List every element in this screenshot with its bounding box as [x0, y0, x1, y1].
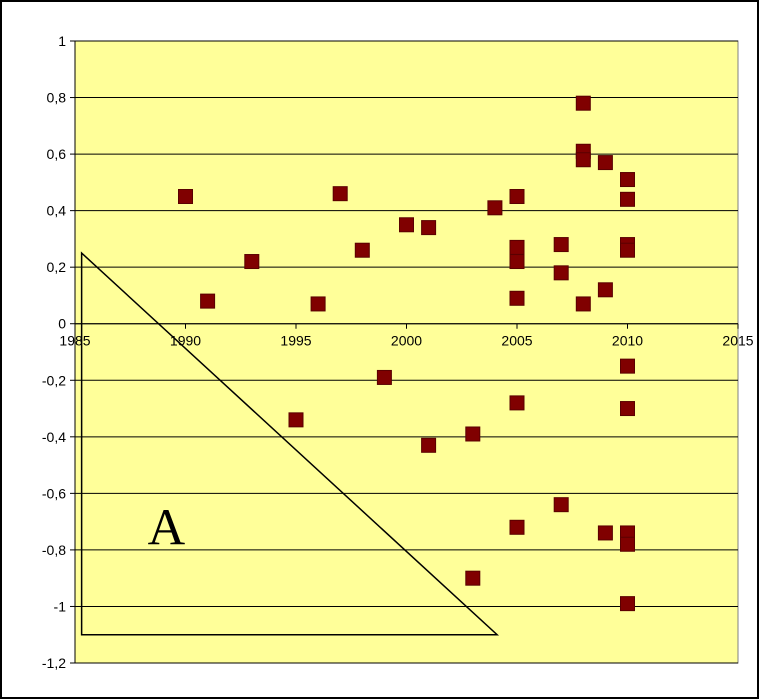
- y-tick-label: -0,2: [42, 372, 66, 388]
- data-point: [620, 536, 635, 552]
- y-tick-label: 0,4: [47, 203, 67, 219]
- data-point: [509, 189, 525, 204]
- y-axis-ticks: 1 0,8 0,6 0,4 0,2 0 -0,2 -0,4 -0,6 -0,8 -1 -1,2: [42, 33, 75, 671]
- y-tick-label: -0,4: [42, 429, 66, 445]
- data-point: [553, 237, 569, 253]
- data-point: [288, 412, 304, 428]
- annotation-triangle: [80, 251, 500, 636]
- annotation-layer: A: [80, 251, 500, 636]
- y-tick-label: -1,2: [42, 655, 66, 671]
- y-tick-label: 0: [58, 316, 66, 332]
- data-point: [597, 525, 613, 541]
- data-point: [509, 239, 525, 255]
- data-point: [597, 282, 613, 298]
- data-point: [332, 186, 348, 202]
- y-tick-label: -0,6: [42, 485, 66, 501]
- x-tick-label: 2015: [722, 333, 753, 349]
- y-tick-label: 1: [58, 33, 66, 49]
- data-point: [575, 152, 591, 168]
- data-point: [465, 426, 481, 442]
- y-tick-label: -0,8: [42, 542, 66, 558]
- data-point: [575, 296, 591, 312]
- data-point: [620, 358, 635, 374]
- data-point: [200, 293, 216, 309]
- data-point: [553, 497, 569, 513]
- data-point: [354, 242, 370, 258]
- data-point: [620, 401, 635, 417]
- data-point: [620, 242, 635, 258]
- data-point: [399, 217, 414, 233]
- y-tick-label: 0,6: [47, 146, 67, 162]
- x-tick-label: 2005: [501, 333, 532, 349]
- x-tick-label: 1985: [59, 333, 90, 349]
- data-point: [178, 189, 193, 204]
- annotation-label: A: [148, 499, 186, 556]
- x-tick-label: 2000: [391, 333, 422, 349]
- data-point: [597, 155, 613, 171]
- data-point: [310, 296, 326, 312]
- data-point: [421, 437, 437, 453]
- data-point: [509, 290, 525, 306]
- y-tick-label: 0,8: [47, 90, 67, 106]
- data-point: [487, 200, 503, 216]
- x-tick-label: 1995: [280, 333, 311, 349]
- y-tick-label: -1: [54, 598, 67, 614]
- data-point: [421, 220, 437, 236]
- data-point: [620, 191, 635, 207]
- data-point: [509, 254, 525, 270]
- data-point: [509, 395, 525, 411]
- x-tick-label: 2010: [612, 333, 643, 349]
- data-point: [465, 570, 481, 586]
- data-point: [620, 172, 635, 188]
- data-point: [575, 95, 591, 111]
- data-point: [509, 519, 525, 535]
- data-point: [376, 369, 392, 385]
- data-point: [620, 596, 635, 612]
- y-tick-label: 0,2: [47, 259, 67, 275]
- data-points: [178, 95, 635, 612]
- plot-area: [74, 40, 739, 664]
- data-point: [244, 254, 260, 270]
- data-point: [553, 265, 569, 281]
- x-axis-ticks: 1985 1990 1995 2000 2005 2010 2015: [59, 323, 754, 349]
- x-tick-label: 1990: [170, 333, 201, 349]
